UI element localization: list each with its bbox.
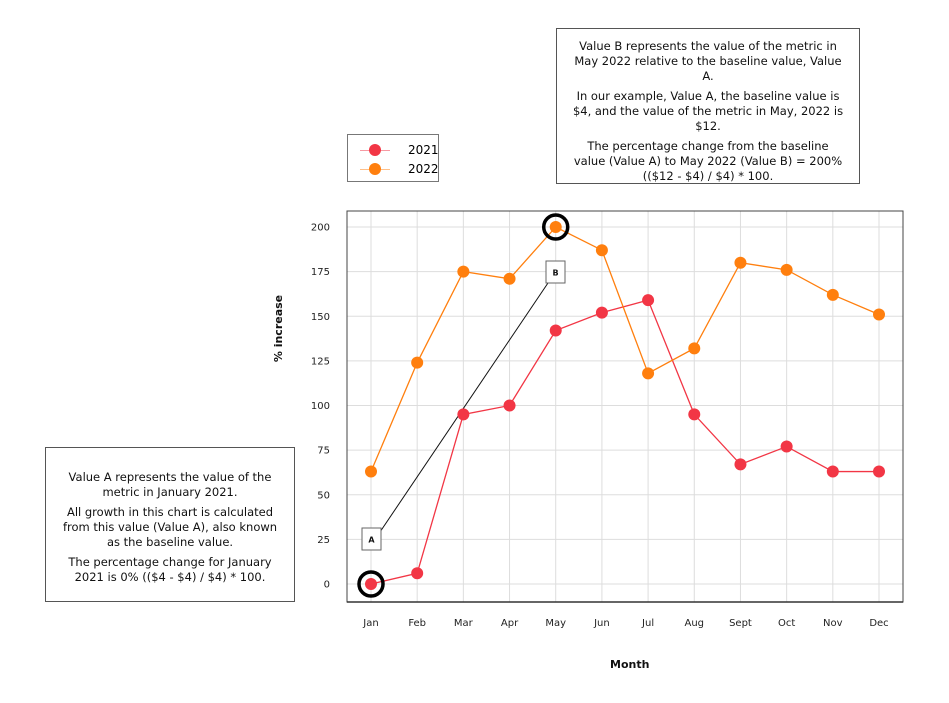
data-point-2021-Dec — [873, 465, 885, 478]
x-tick-label: Dec — [869, 618, 888, 629]
y-tick-label: 125 — [311, 356, 330, 367]
note-text: All growth in this chart is calculated f… — [62, 505, 278, 549]
plot-border — [346, 210, 904, 603]
annotation-box-B — [545, 260, 566, 284]
x-tick-label: Jun — [593, 618, 610, 629]
highlight-ring-B — [541, 213, 570, 241]
annotation-label-B: B — [552, 269, 558, 278]
note-text: The percentage change for January 2021 i… — [68, 555, 272, 584]
value-a-note: Value A represents the value of the metr… — [45, 447, 295, 602]
data-point-2022-May — [549, 221, 562, 233]
x-tick-label: Oct — [778, 618, 795, 629]
data-point-2021-Apr — [503, 399, 516, 412]
y-tick-label: 175 — [311, 267, 330, 278]
highlight-ring-A — [357, 570, 385, 598]
legend-marker-2021 — [360, 144, 390, 156]
series-line-2021 — [370, 299, 879, 585]
x-tick-label: Jul — [641, 618, 654, 629]
data-point-2021-Aug — [688, 408, 701, 421]
legend-item-2022[interactable]: 2022 — [360, 162, 439, 176]
note-text: Value B represents the value of the metr… — [574, 39, 842, 83]
y-axis-title: % increase — [272, 294, 286, 363]
x-tick-label: Sept — [729, 618, 752, 629]
data-point-2021-Mar — [457, 408, 470, 421]
x-tick-label: Mar — [454, 618, 474, 629]
data-point-2021-Oct — [780, 440, 793, 453]
data-point-2022-Nov — [826, 288, 839, 301]
note-text: Value A represents the value of the metr… — [68, 470, 272, 499]
note-text: In our example, Value A, the baseline va… — [572, 89, 844, 133]
data-point-2022-Jul — [642, 367, 655, 380]
annotation-box-A — [361, 527, 382, 551]
data-point-2021-Jan — [365, 578, 377, 590]
y-tick-label: 100 — [311, 401, 330, 412]
x-axis-title: Month — [610, 658, 650, 671]
legend-label: 2021 — [408, 143, 439, 157]
data-point-2021-Sept — [734, 458, 747, 471]
y-tick-label: 0 — [324, 580, 330, 591]
data-point-2021-Nov — [826, 465, 839, 478]
data-point-2022-Jan — [365, 465, 377, 478]
legend: 2021 2022 — [347, 134, 439, 182]
series-line-2022 — [370, 226, 880, 472]
y-tick-label: 25 — [317, 535, 330, 546]
legend-label: 2022 — [408, 162, 439, 176]
y-tick-label: 75 — [317, 446, 330, 457]
annotation-label-A: A — [368, 536, 375, 545]
y-tick-label: 150 — [311, 312, 330, 323]
data-point-2021-Jul — [642, 294, 655, 307]
data-point-2021-Jun — [595, 306, 608, 319]
x-tick-label: May — [545, 618, 566, 629]
data-point-2022-Feb — [411, 356, 424, 369]
data-point-2022-Aug — [688, 342, 701, 355]
value-b-note: Value B represents the value of the metr… — [556, 28, 860, 184]
legend-item-2021[interactable]: 2021 — [360, 143, 439, 157]
data-point-2021-May — [549, 324, 562, 337]
x-tick-label: Nov — [823, 618, 843, 629]
x-tick-label: Feb — [408, 618, 426, 629]
legend-marker-2022 — [360, 163, 390, 175]
data-point-2022-Sept — [734, 256, 747, 269]
y-tick-label: 200 — [311, 223, 330, 234]
x-tick-label: Apr — [501, 618, 519, 629]
y-tick-label: 50 — [317, 490, 330, 501]
annotation-connector — [379, 279, 551, 533]
x-tick-label: Jan — [362, 618, 378, 629]
data-point-2022-Apr — [503, 272, 516, 285]
data-point-2022-Mar — [457, 265, 470, 278]
data-point-2022-Dec — [873, 308, 885, 321]
data-point-2021-Feb — [411, 567, 424, 580]
note-text: The percentage change from the baseline … — [573, 139, 843, 183]
x-tick-label: Aug — [685, 618, 705, 629]
data-point-2022-Jun — [595, 244, 608, 257]
data-point-2022-Oct — [780, 263, 793, 276]
